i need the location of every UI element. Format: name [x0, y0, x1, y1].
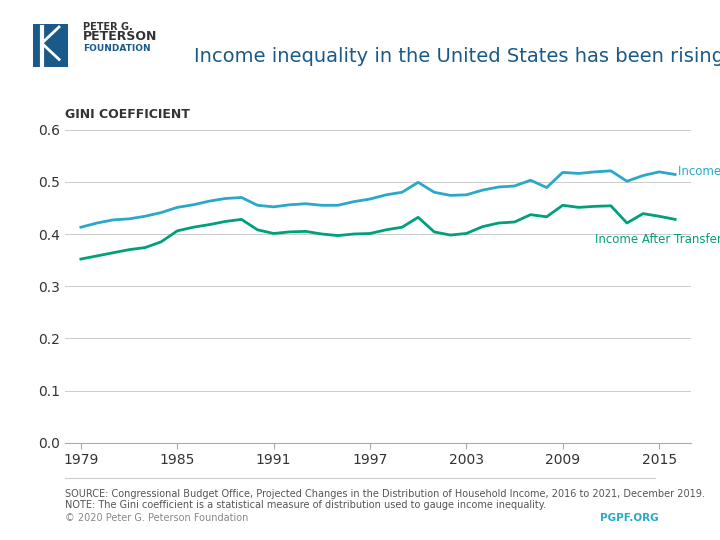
Text: PETER G.: PETER G. — [83, 22, 132, 32]
Text: Income After Transfers and Taxes: Income After Transfers and Taxes — [595, 233, 720, 246]
Text: GINI COEFFICIENT: GINI COEFFICIENT — [65, 109, 189, 122]
Text: FOUNDATION: FOUNDATION — [83, 44, 150, 53]
Text: NOTE: The Gini coefficient is a statistical measure of distribution used to gaug: NOTE: The Gini coefficient is a statisti… — [65, 500, 546, 510]
Text: PETERSON: PETERSON — [83, 30, 157, 44]
FancyBboxPatch shape — [33, 24, 68, 68]
Text: SOURCE: Congressional Budget Office, Projected Changes in the Distribution of Ho: SOURCE: Congressional Budget Office, Pro… — [65, 489, 705, 499]
Text: Income Before Transfers and Taxes: Income Before Transfers and Taxes — [678, 165, 720, 178]
Text: © 2020 Peter G. Peterson Foundation: © 2020 Peter G. Peterson Foundation — [65, 513, 248, 523]
Text: Income inequality in the United States has been rising: Income inequality in the United States h… — [194, 47, 720, 66]
Text: PGPF.ORG: PGPF.ORG — [600, 513, 659, 523]
